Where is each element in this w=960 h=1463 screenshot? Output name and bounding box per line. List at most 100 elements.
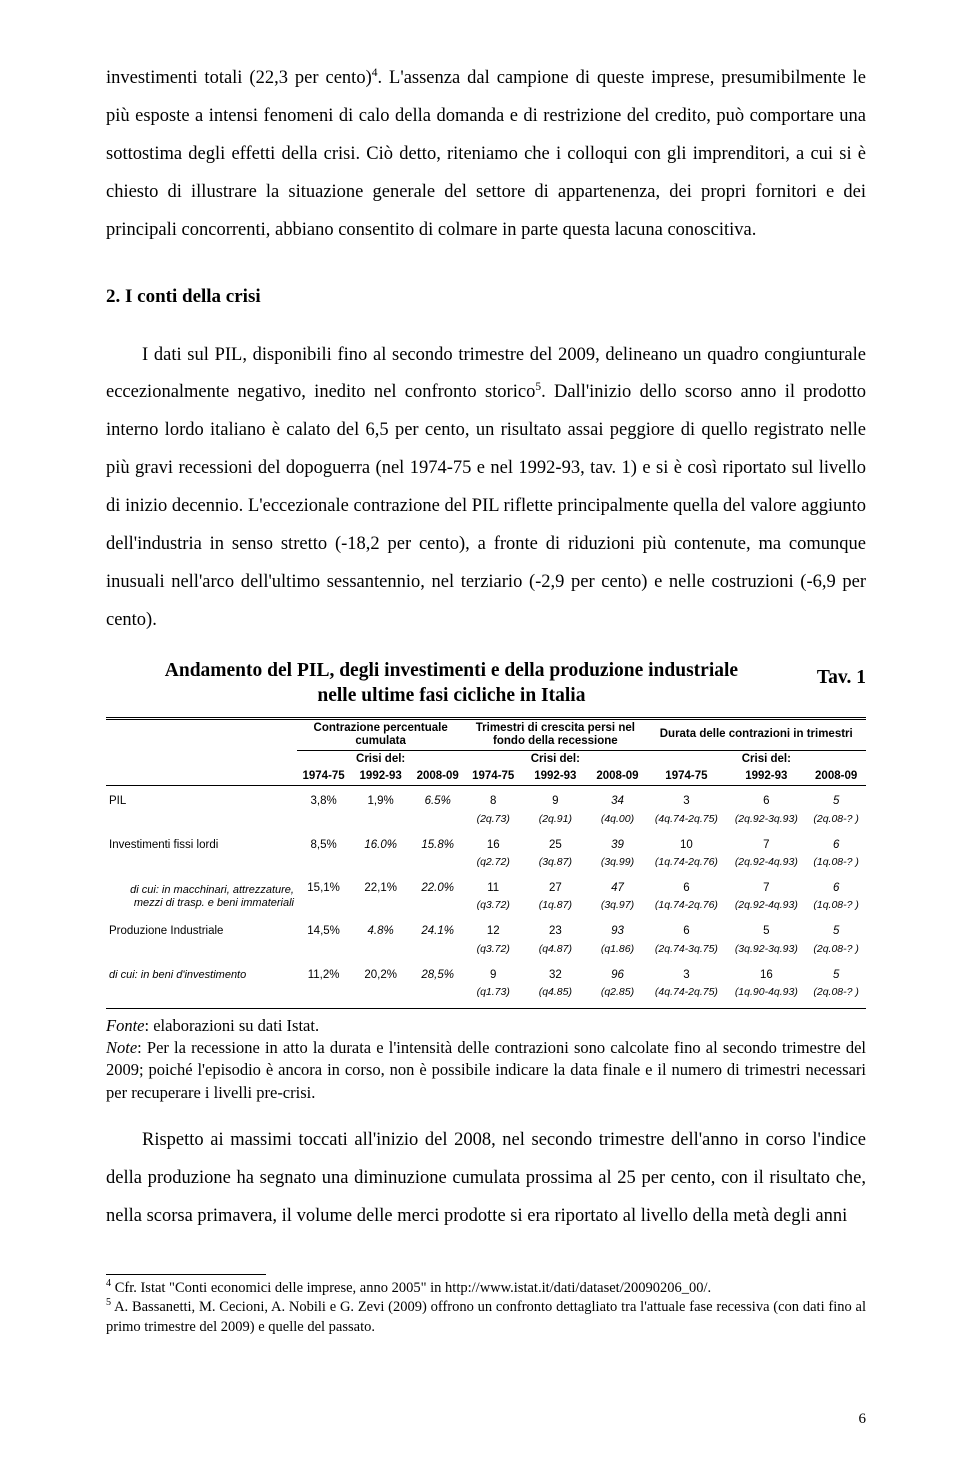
- table-source: : elaborazioni su dati Istat.: [145, 1016, 320, 1035]
- table-subcell: (2q.08-? ): [806, 811, 866, 827]
- col-group-header: Contrazione percentuale: [314, 722, 448, 734]
- table-cell: 34: [589, 793, 647, 810]
- col-subheader: Crisi del:: [522, 751, 588, 769]
- table-cell: 24.1%: [411, 923, 464, 940]
- table-subcell: [411, 941, 464, 957]
- col-year: 1992-93: [350, 768, 411, 786]
- table-cell: 20,2%: [350, 967, 411, 984]
- table-row: di cui: in beni d'investimento11,2%20,2%…: [106, 967, 866, 984]
- table-cell: 6: [646, 880, 726, 897]
- col-year: 1974-75: [464, 768, 522, 786]
- table-subcell: (4q.00): [589, 811, 647, 827]
- table-subcell: [297, 941, 350, 957]
- table-cell: 6: [726, 793, 806, 810]
- col-year: 1992-93: [522, 768, 588, 786]
- table-subrow: (q1.73)(q4.85)(q2.85)(4q.74-2q.75)(1q.90…: [106, 984, 866, 1000]
- col-year: 1974-75: [646, 768, 726, 786]
- section-heading: 2. I conti della crisi: [106, 278, 866, 317]
- table-cell: 7: [726, 837, 806, 854]
- table-subcell: [297, 854, 350, 870]
- table-subcell: [411, 984, 464, 1000]
- table-cell: 96: [589, 967, 647, 984]
- table-cell: 11,2%: [297, 967, 350, 984]
- table-subcell: (2q.08-? ): [806, 941, 866, 957]
- table-subcell: (q1.86): [589, 941, 647, 957]
- table-subcell: [350, 897, 411, 913]
- table-subcell: [350, 941, 411, 957]
- table-subcell: [350, 854, 411, 870]
- col-group-header: cumulata: [355, 735, 406, 747]
- table-subrow: (2q.73)(2q.91)(4q.00)(4q.74-2q.75)(2q.92…: [106, 811, 866, 827]
- table-cell: 14,5%: [297, 923, 350, 940]
- table-row: di cui: in macchinari, attrezzature, mez…: [106, 880, 866, 897]
- col-subheader: Crisi del:: [726, 751, 806, 769]
- table-cell: 93: [589, 923, 647, 940]
- row-label: di cui: in beni d'investimento: [106, 967, 297, 984]
- table-cell: 8: [464, 793, 522, 810]
- body-text: investimenti totali (22,3 per cento): [106, 68, 372, 88]
- table-cell: 6.5%: [411, 793, 464, 810]
- table-subcell: [411, 897, 464, 913]
- table-cell: 11: [464, 880, 522, 897]
- table-subcell: (1q.74-2q.76): [646, 897, 726, 913]
- table-cell: 12: [464, 923, 522, 940]
- table-subcell: (1q.08-? ): [806, 854, 866, 870]
- table-title-line: nelle ultime fasi cicliche in Italia: [317, 685, 585, 706]
- table-row: Investimenti fissi lordi8,5%16.0%15.8%16…: [106, 837, 866, 854]
- table-subcell: (q3.72): [464, 897, 522, 913]
- col-subheader: Crisi del:: [350, 751, 411, 769]
- table-subcell: (1q.90-4q.93): [726, 984, 806, 1000]
- table-subcell: (3q.87): [522, 854, 588, 870]
- table-cell: 4.8%: [350, 923, 411, 940]
- col-year: 2008-09: [589, 768, 647, 786]
- table-subcell: [350, 984, 411, 1000]
- table-subcell: (q2.85): [589, 984, 647, 1000]
- col-group-header: Durata delle contrazioni in trimestri: [660, 728, 853, 740]
- col-year: 1992-93: [726, 768, 806, 786]
- table-cell: 1,9%: [350, 793, 411, 810]
- table-cell: 23: [522, 923, 588, 940]
- table-subcell: (2q.92-4q.93): [726, 854, 806, 870]
- table-cell: 28,5%: [411, 967, 464, 984]
- table-cell: 47: [589, 880, 647, 897]
- col-group-header: fondo della recessione: [493, 735, 618, 747]
- footnote-text: A. Bassanetti, M. Cecioni, A. Nobili e G…: [106, 1299, 866, 1335]
- table-row: PIL3,8%1,9%6.5%8934365: [106, 793, 866, 810]
- row-label: Investimenti fissi lordi: [106, 837, 297, 854]
- table-source-label: Fonte: [106, 1016, 145, 1035]
- table-subcell: (q2.72): [464, 854, 522, 870]
- table-subcell: [411, 854, 464, 870]
- table-subcell: (1q.74-2q.76): [646, 854, 726, 870]
- table-number-label: Tav. 1: [797, 658, 866, 698]
- body-text: . L'assenza dal campione di queste impre…: [106, 68, 866, 240]
- row-label: PIL: [106, 793, 297, 810]
- table-cell: 9: [522, 793, 588, 810]
- table-subcell: [297, 897, 350, 913]
- table-subcell: (2q.92-4q.93): [726, 897, 806, 913]
- table-cell: 5: [806, 793, 866, 810]
- table-cell: 22,1%: [350, 880, 411, 897]
- col-year: 1974-75: [297, 768, 350, 786]
- table-subcell: [297, 984, 350, 1000]
- row-label: di cui: in macchinari, attrezzature, mez…: [106, 880, 297, 913]
- table-subcell: (q3.72): [464, 941, 522, 957]
- table-cell: 7: [726, 880, 806, 897]
- table-cell: 22.0%: [411, 880, 464, 897]
- table-subcell: (q1.73): [464, 984, 522, 1000]
- body-text: Rispetto ai massimi toccati all'inizio d…: [106, 1122, 866, 1236]
- table-subcell: (2q.74-3q.75): [646, 941, 726, 957]
- col-year: 2008-09: [806, 768, 866, 786]
- footnotes: 4 Cfr. Istat "Conti economici delle impr…: [106, 1279, 866, 1338]
- col-group-header: Trimestri di crescita persi nel: [476, 722, 635, 734]
- table-cell: 6: [806, 837, 866, 854]
- table-cell: 3: [646, 967, 726, 984]
- table-cell: 5: [726, 923, 806, 940]
- table-cell: 10: [646, 837, 726, 854]
- table-subcell: (2q.92-3q.93): [726, 811, 806, 827]
- table-subcell: (q4.85): [522, 984, 588, 1000]
- table-title-line: Andamento del PIL, degli investimenti e …: [165, 660, 738, 681]
- table-subcell: (1q.87): [522, 897, 588, 913]
- table-subcell: (3q.99): [589, 854, 647, 870]
- table-cell: 5: [806, 967, 866, 984]
- page-number: 6: [859, 1404, 867, 1435]
